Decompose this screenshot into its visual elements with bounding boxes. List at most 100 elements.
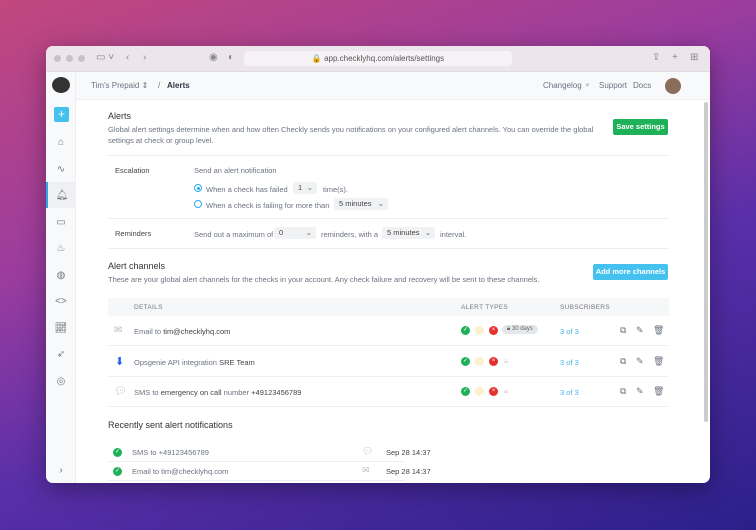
channel-type: Opsgenie API integration bbox=[134, 358, 217, 367]
failing-duration-select[interactable]: 5 minutes ⌄ bbox=[334, 198, 388, 210]
home-icon[interactable]: ⌂ bbox=[57, 136, 65, 148]
channel-target: tim@checklyhq.com bbox=[163, 327, 231, 336]
subscribers-edit-icon[interactable]: ⧉ bbox=[620, 356, 627, 366]
trash-icon[interactable]: 🗑︎ bbox=[653, 356, 665, 366]
tab-overview-icon[interactable]: ⊞ bbox=[690, 52, 699, 63]
channel-row: ✉ Email to tim@checklyhq.com ✓ × 🔒︎ 30 d… bbox=[108, 316, 669, 346]
avatar[interactable] bbox=[665, 78, 681, 94]
failing-duration-value: 5 minutes bbox=[339, 199, 372, 208]
column-subscribers: SUBSCRIBERS bbox=[560, 304, 610, 311]
subscribers-link[interactable]: 3 of 3 bbox=[560, 388, 579, 397]
recovery-alert-icon: ✓ bbox=[461, 326, 470, 335]
mail-icon: ✉ bbox=[114, 325, 123, 336]
browser-window: ▭ ˅ ‹ › ◉ ◐ 🔒 app.checklyhq.com/alerts/s… bbox=[46, 46, 710, 483]
account-name: Tim's Prepaid bbox=[91, 81, 140, 90]
channel-type: SMS to bbox=[134, 388, 159, 397]
support-link[interactable]: Support bbox=[599, 81, 628, 90]
extension-icon[interactable]: ◉ bbox=[209, 52, 218, 63]
bell-icon[interactable]: 🔔︎ bbox=[46, 182, 76, 208]
share-icon[interactable]: ⇪ bbox=[652, 52, 661, 63]
activity-icon[interactable]: ∿ bbox=[56, 163, 66, 175]
recent-notification: ✓ Email to tim@checklyhq.com ✉ Sep 28 14… bbox=[108, 462, 431, 481]
alert-channels-description: These are your global alert channels for… bbox=[108, 275, 540, 284]
create-button[interactable]: + bbox=[54, 107, 69, 122]
maximize-window-button[interactable] bbox=[78, 55, 85, 62]
radio-failing-duration[interactable] bbox=[194, 200, 202, 208]
account-switcher[interactable]: Tim's Prepaid ⇕ bbox=[91, 81, 149, 90]
notification-text: SMS to +49123456789 bbox=[132, 448, 209, 457]
trash-icon[interactable]: 🗑︎ bbox=[653, 386, 665, 396]
changelog-link[interactable]: Changelog bbox=[543, 81, 582, 90]
edit-icon[interactable]: ✎ bbox=[636, 386, 644, 396]
option1-label: When a check has failed bbox=[206, 185, 288, 194]
globe-icon[interactable]: ◍ bbox=[56, 269, 66, 281]
channel-number: +49123456789 bbox=[251, 388, 302, 397]
trash-icon[interactable]: 🗑︎ bbox=[653, 325, 665, 335]
forward-icon[interactable]: › bbox=[143, 52, 147, 63]
success-icon: ✓ bbox=[113, 448, 122, 457]
breadcrumb-current: Alerts bbox=[167, 81, 190, 90]
reminders-prefix: Send out a maximum of bbox=[194, 230, 274, 239]
subscribers-edit-icon[interactable]: ⧉ bbox=[620, 325, 627, 335]
failure-alert-icon: × bbox=[489, 357, 498, 366]
opsgenie-icon: ⬇ bbox=[115, 356, 125, 368]
back-icon[interactable]: ‹ bbox=[126, 52, 130, 63]
alert-channels-title: Alert channels bbox=[108, 261, 166, 271]
checkly-logo[interactable] bbox=[52, 77, 70, 93]
failed-count-value: 1 bbox=[298, 183, 303, 192]
sms-icon: 💬︎ bbox=[114, 386, 127, 397]
alerts-description: Global alert settings determine when and… bbox=[108, 125, 594, 145]
option1-suffix: time(s). bbox=[323, 185, 348, 194]
recovery-alert-icon: ✓ bbox=[461, 387, 470, 396]
recent-notification: ✓ SMS to +49123456789 💬︎ Sep 28 14:37 bbox=[108, 443, 431, 462]
new-tab-icon[interactable]: + bbox=[672, 52, 678, 63]
column-details: DETAILS bbox=[134, 304, 163, 311]
main-content: Alerts Global alert settings determine w… bbox=[76, 100, 710, 483]
notification-text: Email to tim@checklyhq.com bbox=[132, 467, 229, 476]
sidebar-toggle-icon[interactable]: ▭ ˅ bbox=[96, 52, 115, 63]
failure-alert-icon: × bbox=[489, 387, 498, 396]
code-icon[interactable]: <> bbox=[55, 295, 67, 307]
expand-sidebar-icon[interactable]: › bbox=[59, 464, 63, 476]
reminder-interval-select[interactable]: 5 minutes ⌄ bbox=[382, 227, 435, 239]
add-more-channels-button[interactable]: Add more channels bbox=[593, 264, 668, 280]
ssl-expiry-badge: 🔒︎ 30 days bbox=[502, 325, 538, 334]
scrollbar[interactable] bbox=[704, 102, 708, 422]
shield-icon[interactable]: ◐ bbox=[228, 52, 235, 63]
url-text: app.checklyhq.com/alerts/settings bbox=[324, 54, 445, 63]
address-bar[interactable]: 🔒 app.checklyhq.com/alerts/settings bbox=[244, 51, 512, 66]
close-window-button[interactable] bbox=[54, 55, 61, 62]
option2-label: When a check is failing for more than bbox=[206, 201, 330, 210]
channel-row: 💬︎ SMS to emergency on call number +4912… bbox=[108, 377, 669, 407]
top-header: Tim's Prepaid ⇕ / Alerts Changelog ● Sup… bbox=[76, 72, 710, 100]
channel-extra: number bbox=[223, 388, 250, 397]
column-alert-types: ALERT TYPES bbox=[461, 304, 509, 311]
breadcrumb-separator: / bbox=[158, 81, 161, 90]
notification-time: Sep 28 14:37 bbox=[386, 467, 431, 476]
lock-icon: 🔒︎ bbox=[504, 386, 508, 395]
location-icon[interactable]: ◎ bbox=[56, 375, 66, 387]
save-settings-button[interactable]: Save settings bbox=[613, 119, 668, 135]
failed-count-select[interactable]: 1 ⌄ bbox=[293, 182, 317, 194]
reminders-count-value: 0 bbox=[279, 228, 284, 237]
subscribers-link[interactable]: 3 of 3 bbox=[560, 327, 579, 336]
failure-alert-icon: × bbox=[489, 326, 498, 335]
browser-titlebar: ▭ ˅ ‹ › ◉ ◐ 🔒 app.checklyhq.com/alerts/s… bbox=[46, 46, 710, 72]
minimize-window-button[interactable] bbox=[66, 55, 73, 62]
rocket-icon[interactable]: ➶ bbox=[56, 348, 66, 360]
edit-icon[interactable]: ✎ bbox=[636, 325, 644, 335]
channels-table-header: DETAILS ALERT TYPES SUBSCRIBERS bbox=[108, 298, 669, 316]
changelog-dot: ● bbox=[585, 80, 590, 89]
channel-row: ⬇ Opsgenie API integration SRE Team ✓ × … bbox=[108, 347, 669, 377]
monitor-icon[interactable]: ▭ bbox=[56, 216, 66, 228]
fire-icon[interactable]: ♨ bbox=[56, 242, 66, 254]
reminders-count-select[interactable]: 0 ⌄ bbox=[274, 227, 316, 239]
escalation-label: Escalation bbox=[115, 166, 150, 175]
subscribers-edit-icon[interactable]: ⧉ bbox=[620, 386, 627, 396]
sms-icon: 💬︎ bbox=[362, 446, 374, 456]
radio-failed-times[interactable] bbox=[194, 184, 202, 192]
docs-link[interactable]: Docs bbox=[633, 81, 652, 90]
chart-icon[interactable]: 📈︎ bbox=[54, 322, 68, 334]
edit-icon[interactable]: ✎ bbox=[636, 356, 644, 366]
subscribers-link[interactable]: 3 of 3 bbox=[560, 358, 579, 367]
